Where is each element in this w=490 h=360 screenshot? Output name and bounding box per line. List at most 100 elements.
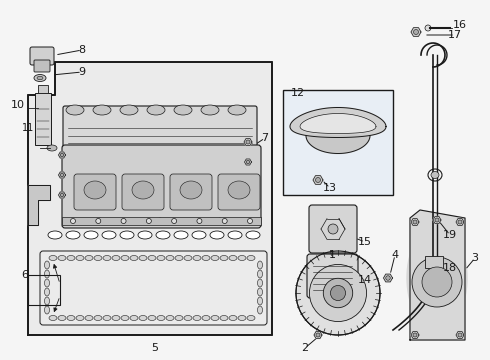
Text: 4: 4 [392,250,398,260]
Text: 12: 12 [291,88,305,98]
Polygon shape [290,108,386,138]
Ellipse shape [49,315,57,320]
Ellipse shape [258,270,263,278]
Polygon shape [314,332,322,338]
Ellipse shape [175,256,183,261]
Ellipse shape [85,256,93,261]
Ellipse shape [174,105,192,115]
Ellipse shape [156,231,170,239]
FancyBboxPatch shape [309,205,357,253]
Ellipse shape [247,315,255,320]
FancyBboxPatch shape [74,174,116,210]
Ellipse shape [228,231,242,239]
Ellipse shape [98,218,102,222]
Polygon shape [411,28,421,36]
Text: 3: 3 [471,253,479,263]
Ellipse shape [148,256,156,261]
Text: 18: 18 [443,263,457,273]
Circle shape [96,219,101,224]
Text: 2: 2 [301,343,309,353]
Ellipse shape [201,105,219,115]
Polygon shape [58,172,66,178]
Ellipse shape [229,256,237,261]
Circle shape [60,153,64,157]
Polygon shape [58,192,66,198]
Ellipse shape [193,315,201,320]
Polygon shape [433,216,441,224]
Circle shape [71,219,75,224]
Bar [28,275,60,305]
Ellipse shape [258,261,263,269]
FancyBboxPatch shape [30,47,54,65]
Circle shape [60,173,64,177]
Circle shape [422,267,452,297]
Text: 13: 13 [323,183,337,193]
FancyBboxPatch shape [307,254,358,298]
Text: 14: 14 [358,275,372,285]
Ellipse shape [67,256,75,261]
Ellipse shape [211,256,219,261]
Bar [62,217,261,225]
Ellipse shape [139,256,147,261]
Bar [283,90,393,195]
Ellipse shape [120,105,138,115]
Ellipse shape [218,218,222,222]
Circle shape [296,251,380,335]
Circle shape [323,278,353,308]
Ellipse shape [47,145,57,151]
Circle shape [121,219,126,224]
Ellipse shape [175,315,183,320]
FancyBboxPatch shape [218,174,260,210]
Text: 5: 5 [151,343,158,353]
Ellipse shape [93,105,111,115]
Circle shape [222,219,227,224]
Polygon shape [313,176,323,184]
Circle shape [197,219,202,224]
Polygon shape [28,185,50,225]
Ellipse shape [94,256,102,261]
Ellipse shape [192,231,206,239]
Ellipse shape [184,256,192,261]
Ellipse shape [258,306,263,314]
Ellipse shape [258,288,263,296]
Ellipse shape [45,306,49,314]
Circle shape [425,25,431,31]
Bar [38,85,48,93]
Ellipse shape [34,75,46,81]
Ellipse shape [148,315,156,320]
Ellipse shape [120,231,134,239]
Ellipse shape [84,181,106,199]
Text: 19: 19 [443,230,457,240]
Ellipse shape [211,315,219,320]
Ellipse shape [66,105,84,115]
Ellipse shape [184,315,192,320]
Ellipse shape [45,270,49,278]
Ellipse shape [238,256,246,261]
Ellipse shape [132,181,154,199]
Ellipse shape [180,181,202,199]
Ellipse shape [228,181,250,199]
Circle shape [316,333,320,337]
Ellipse shape [94,315,102,320]
Ellipse shape [228,105,246,115]
Ellipse shape [121,315,129,320]
Circle shape [172,219,176,224]
Text: 15: 15 [358,237,372,247]
Circle shape [330,285,345,301]
Circle shape [247,219,252,224]
Ellipse shape [45,297,49,305]
FancyBboxPatch shape [63,106,257,150]
Polygon shape [456,219,464,225]
Ellipse shape [431,171,439,179]
Circle shape [458,220,462,224]
Ellipse shape [112,256,120,261]
Ellipse shape [238,315,246,320]
Ellipse shape [85,315,93,320]
Polygon shape [306,135,370,153]
Ellipse shape [220,256,228,261]
Polygon shape [411,332,419,338]
Ellipse shape [138,231,152,239]
Circle shape [414,30,418,35]
Text: 17: 17 [448,30,462,40]
Ellipse shape [121,256,129,261]
